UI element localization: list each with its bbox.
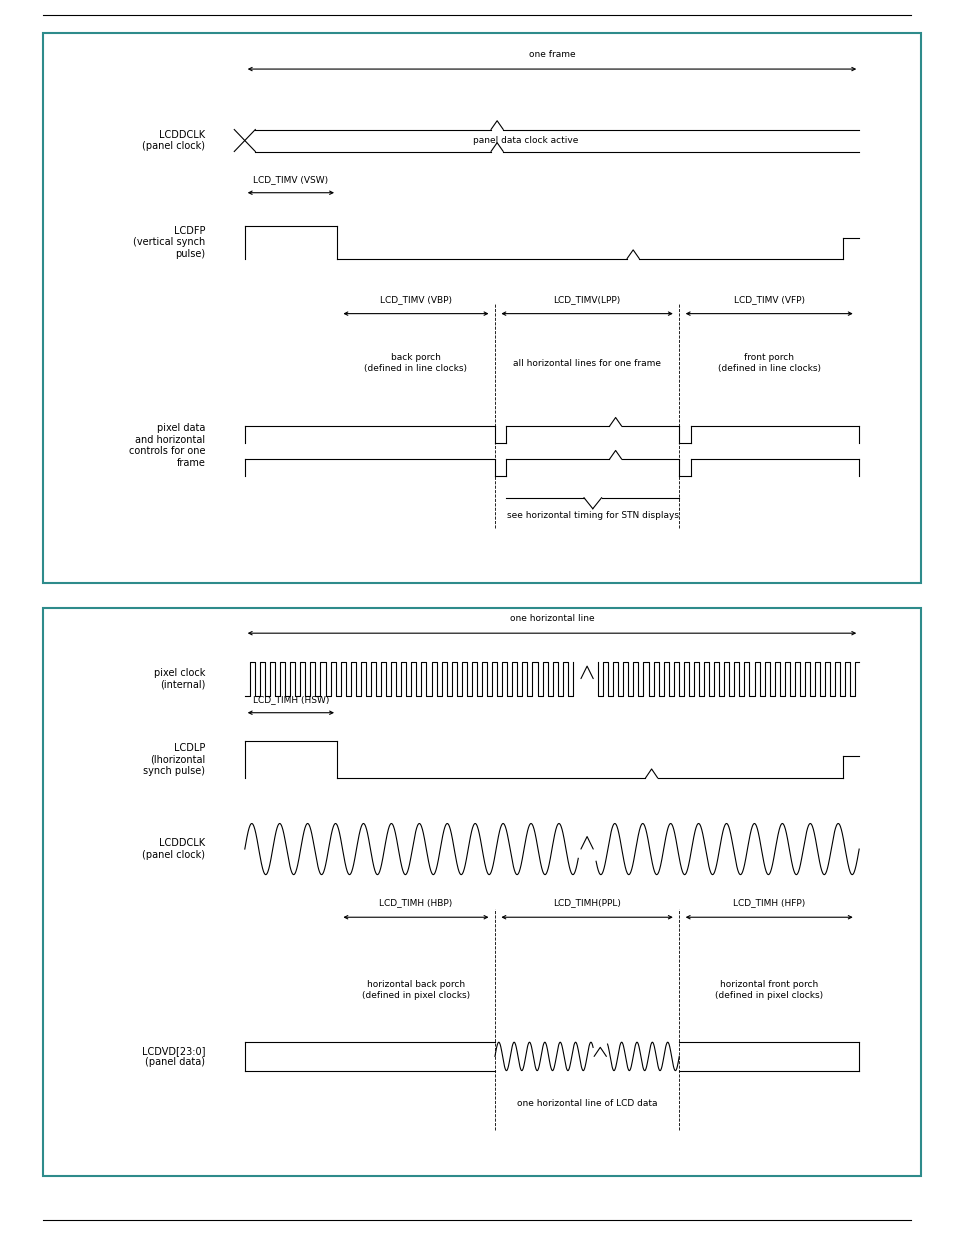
FancyBboxPatch shape	[43, 608, 920, 1176]
Text: LCD_TIMH (HFP): LCD_TIMH (HFP)	[732, 898, 804, 906]
Text: all horizontal lines for one frame: all horizontal lines for one frame	[513, 358, 660, 368]
Text: see horizontal timing for STN displays: see horizontal timing for STN displays	[506, 511, 679, 520]
Text: panel data clock active: panel data clock active	[473, 136, 578, 144]
Text: back porch
(defined in line clocks): back porch (defined in line clocks)	[364, 353, 467, 373]
Text: pixel data
and horizontal
controls for one
frame: pixel data and horizontal controls for o…	[129, 424, 205, 468]
Text: front porch
(defined in line clocks): front porch (defined in line clocks)	[717, 353, 820, 373]
Text: LCD_TIMV (VFP): LCD_TIMV (VFP)	[733, 295, 804, 304]
Text: horizontal back porch
(defined in pixel clocks): horizontal back porch (defined in pixel …	[361, 981, 470, 999]
Text: LCDLP
(lhorizontal
synch pulse): LCDLP (lhorizontal synch pulse)	[143, 743, 205, 776]
Text: LCD_TIMV (VBP): LCD_TIMV (VBP)	[379, 295, 452, 304]
Text: LCD_TIMH(PPL): LCD_TIMH(PPL)	[553, 898, 620, 906]
Text: LCD_TIMH (HSW): LCD_TIMH (HSW)	[253, 695, 329, 704]
Text: pixel clock
(internal): pixel clock (internal)	[153, 668, 205, 689]
Text: LCDDCLK
(panel clock): LCDDCLK (panel clock)	[142, 130, 205, 152]
Text: LCD_TIMV (VSW): LCD_TIMV (VSW)	[253, 175, 328, 184]
Text: one frame: one frame	[528, 51, 575, 59]
Text: LCDFP
(vertical synch
pulse): LCDFP (vertical synch pulse)	[132, 226, 205, 259]
Text: LCDVD[23:0]
(panel data): LCDVD[23:0] (panel data)	[142, 1046, 205, 1067]
FancyBboxPatch shape	[43, 33, 920, 583]
Text: LCDDCLK
(panel clock): LCDDCLK (panel clock)	[142, 839, 205, 860]
Text: one horizontal line of LCD data: one horizontal line of LCD data	[517, 1099, 657, 1108]
Text: horizontal front porch
(defined in pixel clocks): horizontal front porch (defined in pixel…	[715, 981, 822, 999]
Text: LCD_TIMH (HBP): LCD_TIMH (HBP)	[379, 898, 452, 906]
Text: one horizontal line: one horizontal line	[509, 614, 594, 622]
Text: LCD_TIMV(LPP): LCD_TIMV(LPP)	[553, 295, 620, 304]
